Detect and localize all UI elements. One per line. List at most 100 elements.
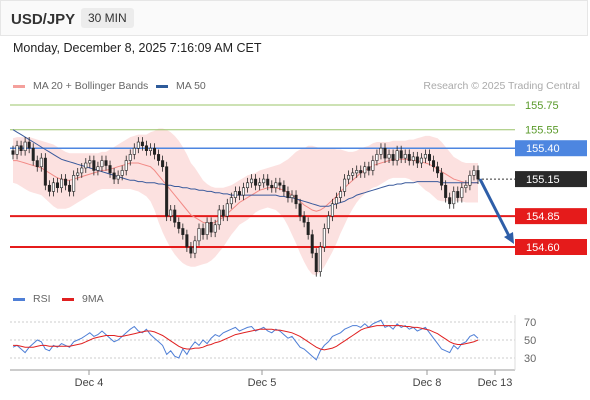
forecast-arrowhead bbox=[504, 232, 514, 244]
candle-body bbox=[290, 194, 294, 198]
candle-body bbox=[76, 172, 80, 176]
9ma-swatch bbox=[62, 297, 74, 301]
candle-body bbox=[246, 182, 250, 189]
candle-body bbox=[298, 203, 302, 217]
candle-body bbox=[367, 166, 371, 171]
candle-body bbox=[266, 178, 270, 186]
level-label-155.40: 155.40 bbox=[526, 143, 560, 155]
candle-body bbox=[185, 234, 189, 248]
candle-body bbox=[464, 184, 468, 189]
candle-body bbox=[136, 141, 140, 149]
level-label-155.75: 155.75 bbox=[525, 100, 559, 112]
ma20-swatch bbox=[13, 84, 25, 88]
candle-body bbox=[452, 191, 456, 205]
level-tag-155.40 bbox=[515, 140, 587, 157]
candle-body bbox=[80, 167, 84, 174]
candle-body bbox=[274, 182, 278, 189]
candle-body bbox=[84, 162, 88, 169]
candle-body bbox=[322, 228, 326, 248]
bollinger-band bbox=[13, 128, 478, 276]
x-tick-label: Dec 8 bbox=[413, 377, 442, 389]
candle-body bbox=[217, 209, 221, 226]
candle-body bbox=[68, 184, 72, 192]
candle-body bbox=[128, 154, 132, 161]
candle-body bbox=[306, 222, 310, 235]
candle-body bbox=[173, 209, 177, 223]
x-tick-label: Dec 5 bbox=[248, 377, 277, 389]
candle-body bbox=[440, 172, 444, 186]
candle-body bbox=[104, 160, 108, 166]
ma50-swatch bbox=[156, 84, 168, 88]
candle-body bbox=[403, 154, 407, 159]
candle-body bbox=[363, 166, 367, 174]
candle-body bbox=[177, 222, 181, 229]
legend-rsi: RSI bbox=[13, 293, 51, 305]
candle-body bbox=[270, 184, 274, 189]
candle-body bbox=[201, 228, 205, 235]
level-tag-154.60 bbox=[515, 239, 587, 255]
candle-body bbox=[205, 222, 209, 235]
candle-body bbox=[225, 203, 229, 217]
candle-body bbox=[258, 182, 262, 186]
candle-body bbox=[294, 194, 298, 205]
candle-body bbox=[399, 150, 403, 159]
candle-body bbox=[197, 228, 201, 242]
timeframe-button[interactable]: 30 MIN bbox=[81, 8, 134, 28]
rsi-swatch bbox=[13, 297, 25, 301]
candle-body bbox=[19, 145, 23, 151]
candle-body bbox=[161, 160, 165, 168]
candle-body bbox=[432, 160, 436, 168]
candle-body bbox=[334, 197, 338, 205]
candle-body bbox=[419, 157, 423, 164]
candle-body bbox=[35, 160, 39, 168]
rsi-line bbox=[12, 319, 479, 361]
legend-ma50: MA 50 bbox=[156, 80, 206, 92]
candle-body bbox=[379, 147, 383, 155]
candle-body bbox=[43, 157, 47, 186]
candle-body bbox=[411, 156, 415, 161]
candle-body bbox=[415, 156, 419, 164]
candle-body bbox=[229, 197, 233, 205]
candle-body bbox=[391, 154, 395, 161]
candle-body bbox=[193, 240, 197, 254]
candle-body bbox=[221, 209, 225, 217]
candle-body bbox=[237, 191, 241, 196]
candle-body bbox=[460, 187, 464, 198]
rsi-tick-30: 30 bbox=[524, 353, 536, 365]
x-tick-label: Dec 13 bbox=[478, 377, 513, 389]
candle-body bbox=[108, 165, 112, 174]
level-label-155.55: 155.55 bbox=[525, 125, 559, 137]
level-tag-154.85 bbox=[515, 208, 587, 225]
candle-body bbox=[233, 191, 237, 198]
candle-body bbox=[140, 141, 144, 147]
legend-9ma-label: 9MA bbox=[82, 293, 104, 305]
candle-body bbox=[189, 246, 193, 254]
candle-body bbox=[468, 175, 472, 186]
candle-body bbox=[11, 150, 15, 155]
candle-body bbox=[427, 154, 431, 161]
x-tick-label: Dec 4 bbox=[75, 377, 104, 389]
candle-body bbox=[375, 154, 379, 161]
candle-body bbox=[209, 222, 213, 233]
candle-body bbox=[213, 224, 217, 233]
candle-body bbox=[351, 172, 355, 176]
candle-body bbox=[92, 160, 96, 171]
candle-body bbox=[448, 197, 452, 205]
candle-body bbox=[355, 170, 359, 174]
candle-body bbox=[120, 170, 124, 176]
candle-body bbox=[15, 145, 19, 155]
datetime-label: Monday, December 8, 2025 7:16:09 AM CET bbox=[13, 41, 262, 55]
candle-body bbox=[395, 150, 399, 161]
candle-body bbox=[310, 234, 314, 254]
candle-body bbox=[407, 154, 411, 161]
candle-body bbox=[241, 187, 245, 196]
candle-body bbox=[472, 170, 476, 176]
candle-body bbox=[132, 147, 136, 155]
credit-label: Research © 2025 Trading Central bbox=[423, 80, 580, 92]
legend-ma20-label: MA 20 + Bollinger Bands bbox=[33, 80, 149, 92]
candle-body bbox=[286, 191, 290, 198]
candle-body bbox=[278, 182, 282, 186]
candle-body bbox=[157, 154, 161, 161]
candle-body bbox=[112, 172, 116, 180]
